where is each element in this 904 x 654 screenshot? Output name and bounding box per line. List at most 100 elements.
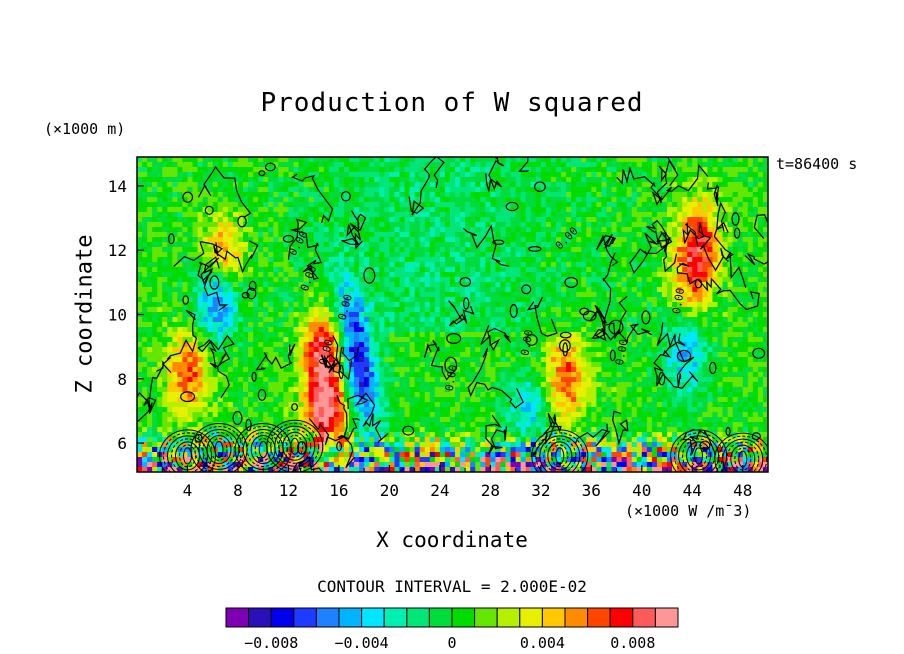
heatmap-cell	[227, 307, 234, 313]
heatmap-cell	[586, 242, 592, 248]
heatmap-cell	[586, 287, 592, 293]
heatmap-cell	[591, 282, 597, 288]
heatmap-cell	[298, 162, 305, 168]
heatmap-cell	[212, 217, 219, 223]
heatmap-cell	[258, 342, 264, 348]
heatmap-cell	[273, 302, 279, 308]
heatmap-cell	[545, 307, 552, 313]
heatmap-cell	[621, 277, 628, 283]
heatmap-cell	[227, 177, 234, 183]
heatmap-cell	[672, 322, 678, 328]
heatmap-cell	[212, 202, 219, 208]
heatmap-cell	[404, 257, 411, 263]
heatmap-cell	[550, 267, 557, 273]
heatmap-cell	[535, 207, 542, 213]
heatmap-cell	[576, 297, 582, 303]
heatmap-cell	[510, 232, 517, 238]
heatmap-cell	[343, 322, 350, 328]
heatmap-cell	[571, 182, 577, 188]
heatmap-cell	[207, 187, 214, 193]
heatmap-cell	[369, 232, 375, 238]
heatmap-cell	[707, 242, 714, 248]
heatmap-cell	[192, 342, 199, 348]
heatmap-cell	[217, 187, 224, 193]
heatmap-cell	[561, 327, 567, 333]
heatmap-cell	[258, 237, 264, 243]
heatmap-cell	[576, 157, 582, 163]
heatmap-cell	[212, 222, 219, 228]
heatmap-cell	[515, 232, 522, 238]
heatmap-cell	[470, 337, 476, 343]
heatmap-cell	[439, 212, 446, 218]
heatmap-cell	[374, 282, 380, 288]
heatmap-cell	[677, 157, 683, 163]
heatmap-cell	[571, 307, 577, 313]
heatmap-cell	[702, 327, 709, 333]
heatmap-cell	[601, 312, 608, 318]
heatmap-cell	[667, 192, 673, 198]
heatmap-cell	[237, 327, 244, 333]
heatmap-cell	[308, 282, 315, 288]
heatmap-cell	[263, 332, 269, 338]
heatmap-cell	[379, 282, 385, 288]
heatmap-cell	[364, 257, 370, 263]
heatmap-cell	[323, 237, 330, 243]
heatmap-cell	[449, 342, 456, 348]
heatmap-cell	[596, 277, 603, 283]
heatmap-cell	[328, 262, 335, 268]
heatmap-cell	[283, 272, 290, 278]
heatmap-cell	[389, 282, 396, 288]
heatmap-cell	[147, 322, 153, 328]
heatmap-cell	[727, 227, 734, 233]
heatmap-cell	[535, 307, 542, 313]
heatmap-cell	[369, 172, 375, 178]
heatmap-cell	[343, 332, 350, 338]
heatmap-cell	[702, 172, 709, 178]
heatmap-cell	[389, 292, 396, 298]
heatmap-cell	[712, 287, 719, 293]
heatmap-cell	[712, 257, 719, 263]
heatmap-cell	[404, 227, 411, 233]
heatmap-cell	[414, 277, 421, 283]
heatmap-cell	[414, 322, 421, 328]
heatmap-cell	[692, 307, 698, 313]
heatmap-cell	[414, 187, 421, 193]
heatmap-cell	[687, 202, 693, 208]
heatmap-cell	[470, 302, 476, 308]
heatmap-cell	[197, 307, 204, 313]
heatmap-cell	[722, 252, 729, 258]
heatmap-cell	[682, 227, 688, 233]
heatmap-cell	[505, 187, 512, 193]
heatmap-cell	[374, 232, 380, 238]
heatmap-cell	[157, 312, 163, 318]
heatmap-cell	[293, 337, 300, 343]
heatmap-cell	[581, 352, 587, 358]
heatmap-cell	[283, 177, 290, 183]
heatmap-cell	[263, 267, 269, 273]
heatmap-cell	[187, 177, 194, 183]
heatmap-cell	[646, 257, 653, 263]
heatmap-cell	[349, 217, 355, 223]
heatmap-cell	[354, 317, 360, 323]
heatmap-cell	[717, 352, 724, 358]
heatmap-cell	[278, 167, 284, 173]
heatmap-cell	[651, 197, 658, 203]
heatmap-cell	[227, 322, 234, 328]
heatmap-cell	[449, 212, 456, 218]
heatmap-cell	[485, 162, 491, 168]
heatmap-cell	[248, 242, 254, 248]
heatmap-cell	[263, 182, 269, 188]
heatmap-cell	[525, 217, 532, 223]
heatmap-cell	[470, 247, 476, 253]
heatmap-cell	[182, 212, 189, 218]
heatmap-cell	[535, 347, 542, 353]
heatmap-cell	[333, 337, 340, 343]
heatmap-cell	[455, 232, 461, 238]
heatmap-cell	[460, 182, 466, 188]
heatmap-cell	[187, 272, 194, 278]
heatmap-cell	[515, 337, 522, 343]
heatmap-cell	[343, 292, 350, 298]
heatmap-cell	[303, 252, 310, 258]
heatmap-cell	[722, 312, 729, 318]
heatmap-cell	[606, 352, 613, 358]
